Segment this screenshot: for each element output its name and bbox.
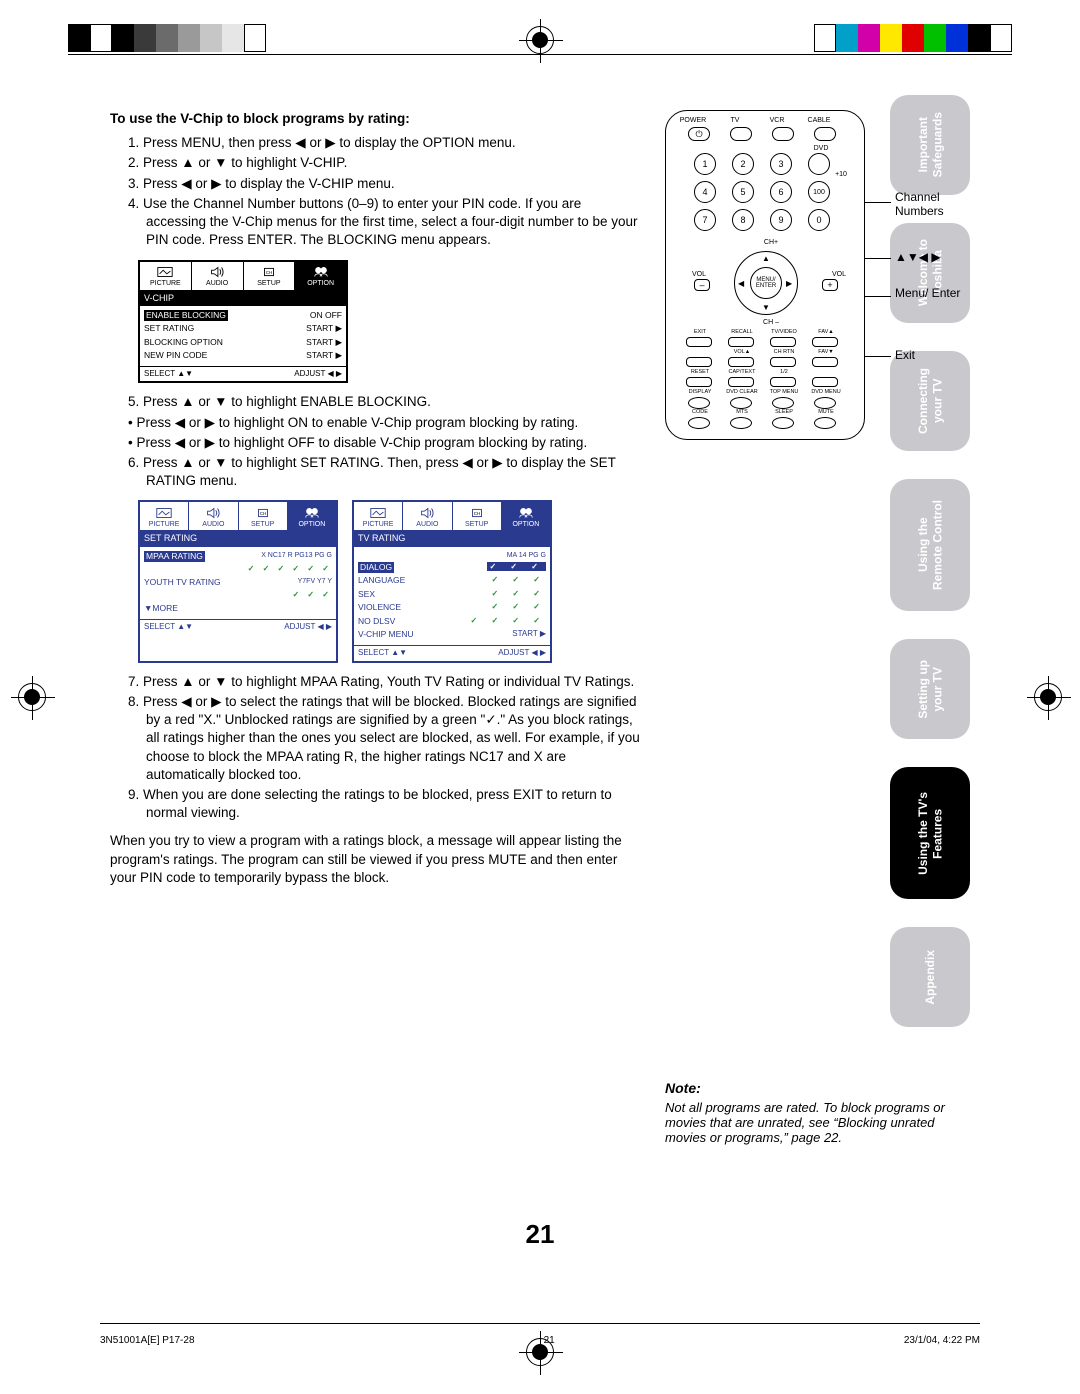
registration-mark-right <box>1034 683 1062 711</box>
closing-paragraph: When you try to view a program with a ra… <box>110 832 640 887</box>
osd-vchip-menu: PICTUREAUDIOCHSETUPOPTIONV-CHIPENABLE BL… <box>138 260 348 384</box>
section-heading: To use the V-Chip to block programs by r… <box>110 110 640 128</box>
sub-bullet: • Press ◀ or ▶ to highlight OFF to disab… <box>110 434 640 452</box>
step-item: 2. Press ▲ or ▼ to highlight V-CHIP. <box>128 154 640 172</box>
note-heading: Note: <box>665 1080 975 1096</box>
footer-line <box>100 1323 980 1324</box>
steps-list-1: 1. Press MENU, then press ◀ or ▶ to disp… <box>110 134 640 249</box>
footer-center: 21 <box>544 1335 555 1346</box>
footer-right: 23/1/04, 4:22 PM <box>904 1335 980 1346</box>
callout-line <box>865 258 891 259</box>
page-content: ImportantSafeguardsWelcome toToshibaConn… <box>110 110 970 1280</box>
registration-mark-top <box>526 26 554 54</box>
print-footer: 3N51001A[E] P17-28 21 23/1/04, 4:22 PM <box>100 1335 980 1346</box>
note-text: Not all programs are rated. To block pro… <box>665 1100 975 1145</box>
svg-text:CH: CH <box>473 511 480 516</box>
steps-list-3: 7. Press ▲ or ▼ to highlight MPAA Rating… <box>110 673 640 823</box>
step-item: 3. Press ◀ or ▶ to display the V-CHIP me… <box>128 175 640 193</box>
callout-line <box>865 356 891 357</box>
callout-exit: Exit <box>895 348 915 362</box>
steps-list-2: 5. Press ▲ or ▼ to highlight ENABLE BLOC… <box>110 393 640 411</box>
step-item: 4. Use the Channel Number buttons (0–9) … <box>128 195 640 250</box>
callout-line <box>865 296 891 297</box>
osd-tv-rating: PICTUREAUDIOCHSETUPOPTIONTV RATINGMA 14 … <box>352 500 552 662</box>
svg-text:CH: CH <box>266 270 273 275</box>
svg-text:CH: CH <box>259 511 266 516</box>
step-item: 1. Press MENU, then press ◀ or ▶ to disp… <box>128 134 640 152</box>
callout-arrows: ▲▼◀ ▶ <box>895 250 941 264</box>
step-item: 8. Press ◀ or ▶ to select the ratings th… <box>128 693 640 784</box>
step-item: 9. When you are done selecting the ratin… <box>128 786 640 822</box>
osd-set-rating: PICTUREAUDIOCHSETUPOPTIONSET RATINGMPAA … <box>138 500 338 662</box>
side-column: POWER⏻TVVCRCABLEDVD123456789100+100CH+ME… <box>665 110 975 1145</box>
registration-mark-left <box>18 683 46 711</box>
remote-illustration: POWER⏻TVVCRCABLEDVD123456789100+100CH+ME… <box>665 110 865 440</box>
osd-pair: PICTUREAUDIOCHSETUPOPTIONSET RATINGMPAA … <box>138 500 640 662</box>
note-block: Note: Not all programs are rated. To blo… <box>665 1080 975 1145</box>
callout-channel-numbers: Channel Numbers <box>895 190 975 218</box>
footer-left: 3N51001A[E] P17-28 <box>100 1335 195 1346</box>
callout-menu-enter: Menu/ Enter <box>895 286 960 300</box>
step-6: 6. Press ▲ or ▼ to highlight SET RATING.… <box>128 454 640 490</box>
main-column: To use the V-Chip to block programs by r… <box>110 110 640 887</box>
steps-list-2b: 6. Press ▲ or ▼ to highlight SET RATING.… <box>110 454 640 490</box>
step-5: 5. Press ▲ or ▼ to highlight ENABLE BLOC… <box>128 393 640 411</box>
sub-bullet: • Press ◀ or ▶ to highlight ON to enable… <box>110 414 640 432</box>
page-number: 21 <box>526 1219 555 1250</box>
step-item: 7. Press ▲ or ▼ to highlight MPAA Rating… <box>128 673 640 691</box>
callout-line <box>865 202 891 203</box>
